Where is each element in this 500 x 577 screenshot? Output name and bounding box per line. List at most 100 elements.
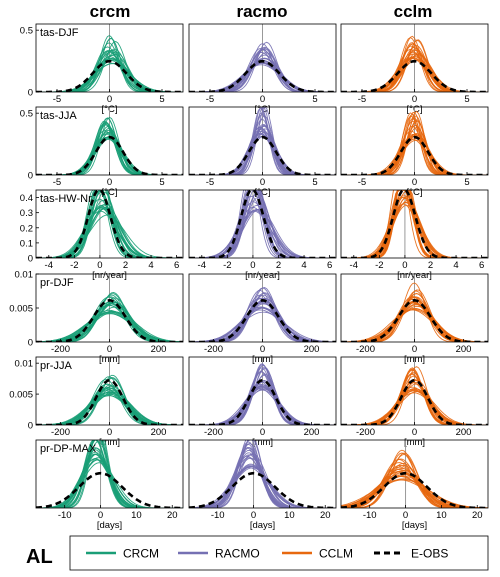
series-line-e-obs — [189, 59, 336, 92]
series-line-racmo — [189, 46, 336, 92]
x-tick-label: 200 — [151, 427, 167, 438]
x-tick-label: 2 — [428, 260, 433, 271]
x-tick-label: 0 — [250, 260, 255, 271]
series-line-cclm — [341, 373, 488, 425]
series-line-cclm — [341, 373, 488, 425]
series-line-cclm — [341, 367, 488, 425]
curves — [341, 110, 488, 175]
x-tick-label: 0 — [97, 260, 102, 271]
x-tick-label: 4 — [148, 260, 153, 271]
series-line-racmo — [189, 107, 336, 175]
panel-tas-djf-cclm: -5 0 5[°C] — [340, 23, 489, 115]
series-line-racmo — [189, 132, 336, 175]
row-label: tas-DJF — [40, 27, 79, 39]
series-line-crcm — [36, 210, 183, 258]
x-tick-label: -5 — [206, 177, 214, 188]
panel-tas-hw-nr-racmo: -4 -2 0 2 4 6[nr/year] — [188, 189, 337, 281]
series-line-racmo — [189, 125, 336, 175]
x-tick-label: 4 — [453, 260, 458, 271]
series-line-cclm — [341, 115, 488, 175]
x-tick-label: 5 — [159, 177, 164, 188]
series-line-cclm — [341, 190, 488, 258]
series-line-racmo — [189, 118, 336, 175]
series-line-cclm — [341, 125, 488, 175]
x-tick-label: -10 — [363, 510, 377, 521]
series-line-racmo — [189, 455, 336, 508]
series-line-crcm — [36, 41, 183, 92]
series-line-racmo — [189, 107, 336, 175]
x-tick-label: -200 — [356, 344, 375, 355]
series-line-racmo — [189, 112, 336, 175]
x-tick-label: 0 — [107, 94, 112, 105]
x-tick-label: 5 — [312, 177, 317, 188]
series-line-cclm — [341, 133, 488, 175]
series-line-cclm — [341, 42, 488, 92]
x-tick-label: 0 — [412, 427, 417, 438]
x-axis-label: [days] — [97, 520, 122, 531]
series-line-racmo — [189, 374, 336, 425]
legend-box — [69, 535, 489, 571]
series-line-crcm — [36, 440, 183, 508]
x-tick-label: 5 — [464, 177, 469, 188]
x-tick-label: 6 — [174, 260, 179, 271]
y-tick-label: 0.005 — [9, 390, 33, 401]
x-tick-label: 2 — [276, 260, 281, 271]
series-line-crcm — [36, 376, 183, 425]
y-tick-label: 0.5 — [20, 26, 33, 37]
x-tick-label: 0 — [107, 177, 112, 188]
row-label: pr-DP-MAX — [40, 443, 97, 455]
x-tick-label: 4 — [301, 260, 306, 271]
series-line-crcm — [36, 190, 183, 258]
y-tick-label: 0 — [28, 338, 33, 349]
series-line-racmo — [189, 363, 336, 425]
panel-pr-dp-max-racmo: -10 0 10 20 [days] — [188, 439, 337, 531]
x-tick-label: 20 — [472, 510, 483, 521]
series-line-cclm — [341, 368, 488, 425]
y-tick-label: 0 — [28, 171, 33, 182]
series-line-crcm — [36, 124, 183, 175]
y-tick-label: 0.5 — [20, 109, 33, 120]
series-line-racmo — [189, 371, 336, 425]
series-line-cclm — [341, 48, 488, 92]
series-line-racmo — [189, 128, 336, 175]
series-line-cclm — [341, 368, 488, 425]
x-tick-label: -200 — [51, 427, 70, 438]
x-tick-label: -2 — [375, 260, 383, 271]
x-tick-label: 200 — [304, 427, 320, 438]
curves — [341, 190, 488, 258]
x-tick-label: 0 — [260, 344, 265, 355]
series-line-cclm — [341, 133, 488, 175]
x-tick-label: 200 — [456, 427, 472, 438]
series-line-racmo — [189, 41, 336, 92]
series-line-e-obs — [36, 471, 183, 508]
x-tick-label: 0 — [412, 177, 417, 188]
column-title-crcm: crcm — [90, 2, 131, 21]
series-line-racmo — [189, 126, 336, 175]
series-line-cclm — [341, 110, 488, 175]
series-line-cclm — [341, 190, 488, 258]
axes-frame — [340, 189, 489, 259]
x-tick-label: -10 — [211, 510, 225, 521]
x-tick-label: 0 — [107, 344, 112, 355]
y-tick-label: 0.005 — [9, 304, 33, 315]
series-line-crcm — [36, 123, 183, 175]
column-title-cclm: cclm — [394, 2, 433, 21]
series-line-crcm — [36, 116, 183, 175]
series-line-crcm — [36, 453, 183, 508]
panel-tas-hw-nr-cclm: -4 -2 0 2 4 6[nr/year] — [340, 189, 489, 281]
x-tick-label: 20 — [167, 510, 178, 521]
y-tick-label: 0 — [28, 421, 33, 432]
x-tick-label: -5 — [53, 177, 61, 188]
axes-frame — [340, 439, 489, 509]
series-line-crcm — [36, 190, 183, 258]
x-tick-label: -2 — [223, 260, 231, 271]
series-line-crcm — [36, 132, 183, 175]
y-tick-label: 0.01 — [15, 270, 34, 281]
x-tick-label: -4 — [350, 260, 358, 271]
series-line-racmo — [189, 107, 336, 175]
panel-tas-jja-crcm: -5 0 5[°C]00.5 tas-JJA — [20, 106, 184, 198]
series-line-crcm — [36, 117, 183, 175]
x-tick-label: 200 — [151, 344, 167, 355]
series-line-e-obs — [341, 59, 488, 92]
x-tick-label: -2 — [70, 260, 78, 271]
